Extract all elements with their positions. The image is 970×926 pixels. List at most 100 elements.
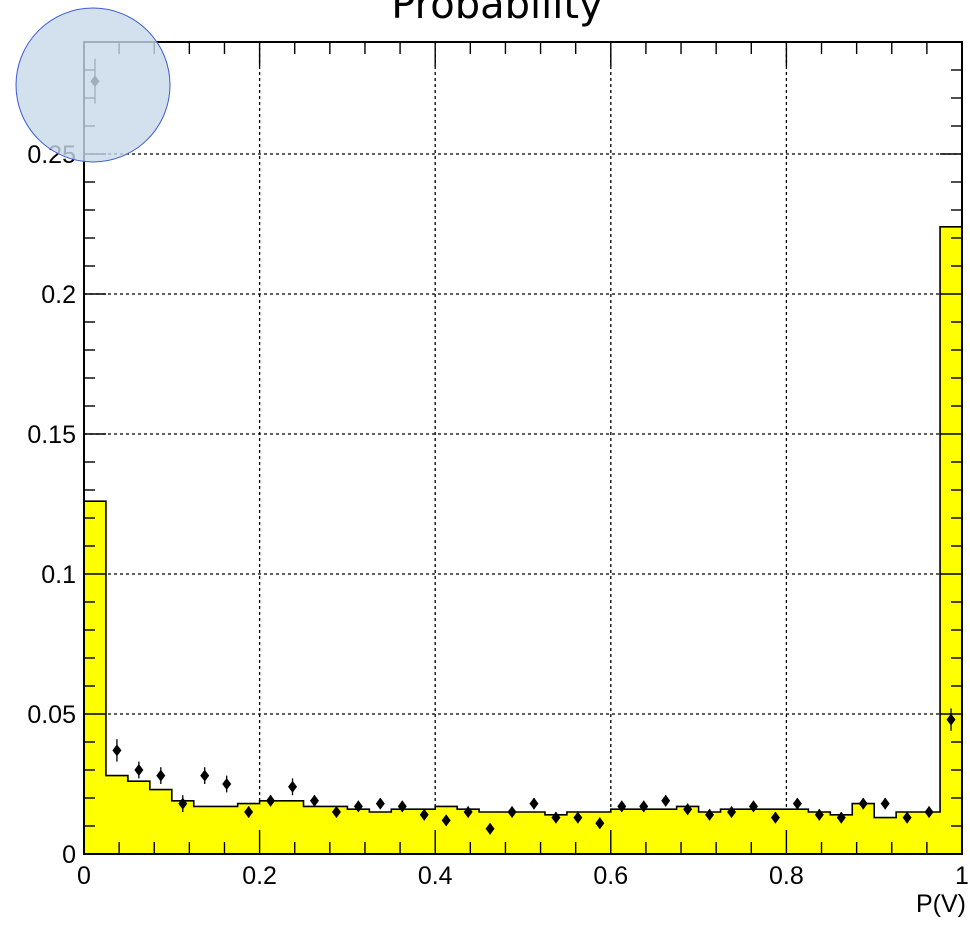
data-point [222,778,232,790]
chart-title: Probability [391,0,602,28]
histogram-bin [303,806,326,854]
data-point [134,764,144,776]
data-point [309,794,319,807]
plot-frame [83,41,963,855]
histogram-bin [84,501,107,854]
data-point [836,811,846,824]
x-axis-label: P(V) [916,890,966,918]
data-point [770,811,780,824]
histogram-bin [720,809,743,854]
data-point [617,800,627,813]
histogram-bin [457,809,480,854]
histogram-bin [852,803,875,854]
histogram-outline [83,226,963,854]
data-point [441,814,451,827]
histogram-bin [369,812,392,854]
data-point [814,808,824,821]
histogram-bin [149,789,173,854]
histogram-bin [171,800,195,854]
histogram-bin [391,809,414,854]
x-tick-label: 0.2 [242,862,277,890]
histogram-bin [347,809,370,854]
histogram-bin [127,781,151,854]
data-point [661,794,671,807]
histogram-bin [281,800,304,854]
histogram-bin [808,812,831,854]
data-point [200,769,210,782]
histogram-bin [215,806,239,854]
histogram-bin [105,775,129,854]
x-tick-label: 0.6 [593,862,628,890]
histogram-bin [413,809,436,854]
data-point [551,811,561,824]
data-point [573,811,583,824]
histogram [83,226,963,855]
data-point [946,713,956,726]
highlight-circle [15,7,171,163]
grid [84,42,962,854]
histogram-bin [566,812,590,854]
data-point [880,797,890,810]
histogram-bin [698,812,722,854]
histogram-bin [654,809,678,854]
data-point [178,797,188,810]
data-point [485,822,495,835]
histogram-bin [610,809,634,854]
data-point [507,806,517,818]
data-point [792,797,802,810]
histogram-bin [632,809,656,854]
histogram-bin [435,806,458,854]
data-point [924,806,934,818]
data-point [419,808,429,821]
axis-ticks [83,41,963,855]
data-point [748,800,758,813]
histogram-bin [325,806,348,854]
histogram-bin [544,814,568,854]
histogram-bin [830,814,853,854]
data-point [244,806,254,818]
data-point [595,817,605,830]
data-point [288,780,298,793]
data-point [156,769,166,782]
histogram-bin [874,817,897,854]
y-tick-label: 0.1 [41,561,76,589]
y-tick-label: 0 [62,841,76,869]
data-point [266,794,276,807]
data-point [639,800,649,813]
data-point [727,806,737,818]
x-tick-label: 1 [955,862,969,890]
histogram-bin [896,812,919,854]
histogram-bin [237,803,261,854]
histogram-bin [786,809,809,854]
data-point [858,797,868,810]
y-tick-label: 0.15 [27,421,76,449]
x-tick-label: 0.4 [418,862,453,890]
y-tick-labels: 00.050.10.150.20.25 [27,141,76,869]
histogram-bin [588,812,612,854]
data-point [112,744,122,757]
data-point [331,806,341,818]
data-point [683,803,693,816]
x-tick-label: 0 [77,862,91,890]
histogram-bin [501,812,524,854]
data-point [463,806,473,818]
data-point [705,808,715,821]
data-point [902,811,912,824]
y-tick-label: 0.05 [27,701,76,729]
histogram-bin [523,812,546,854]
histogram-bin [259,800,283,854]
data-point [529,797,539,810]
histogram-bin [764,809,787,854]
histogram-bin [940,226,963,855]
data-point [397,800,407,813]
x-tick-label: 0.8 [769,862,804,890]
data-point [375,797,385,810]
histogram-bin [742,809,765,854]
data-point [353,800,363,813]
histogram-bin [193,806,217,854]
histogram-bin [918,812,941,854]
data-points [90,58,956,835]
x-tick-labels: 0 0.2 0.4 0.6 0.8 1 [77,862,969,890]
y-tick-label: 0.2 [41,281,76,309]
